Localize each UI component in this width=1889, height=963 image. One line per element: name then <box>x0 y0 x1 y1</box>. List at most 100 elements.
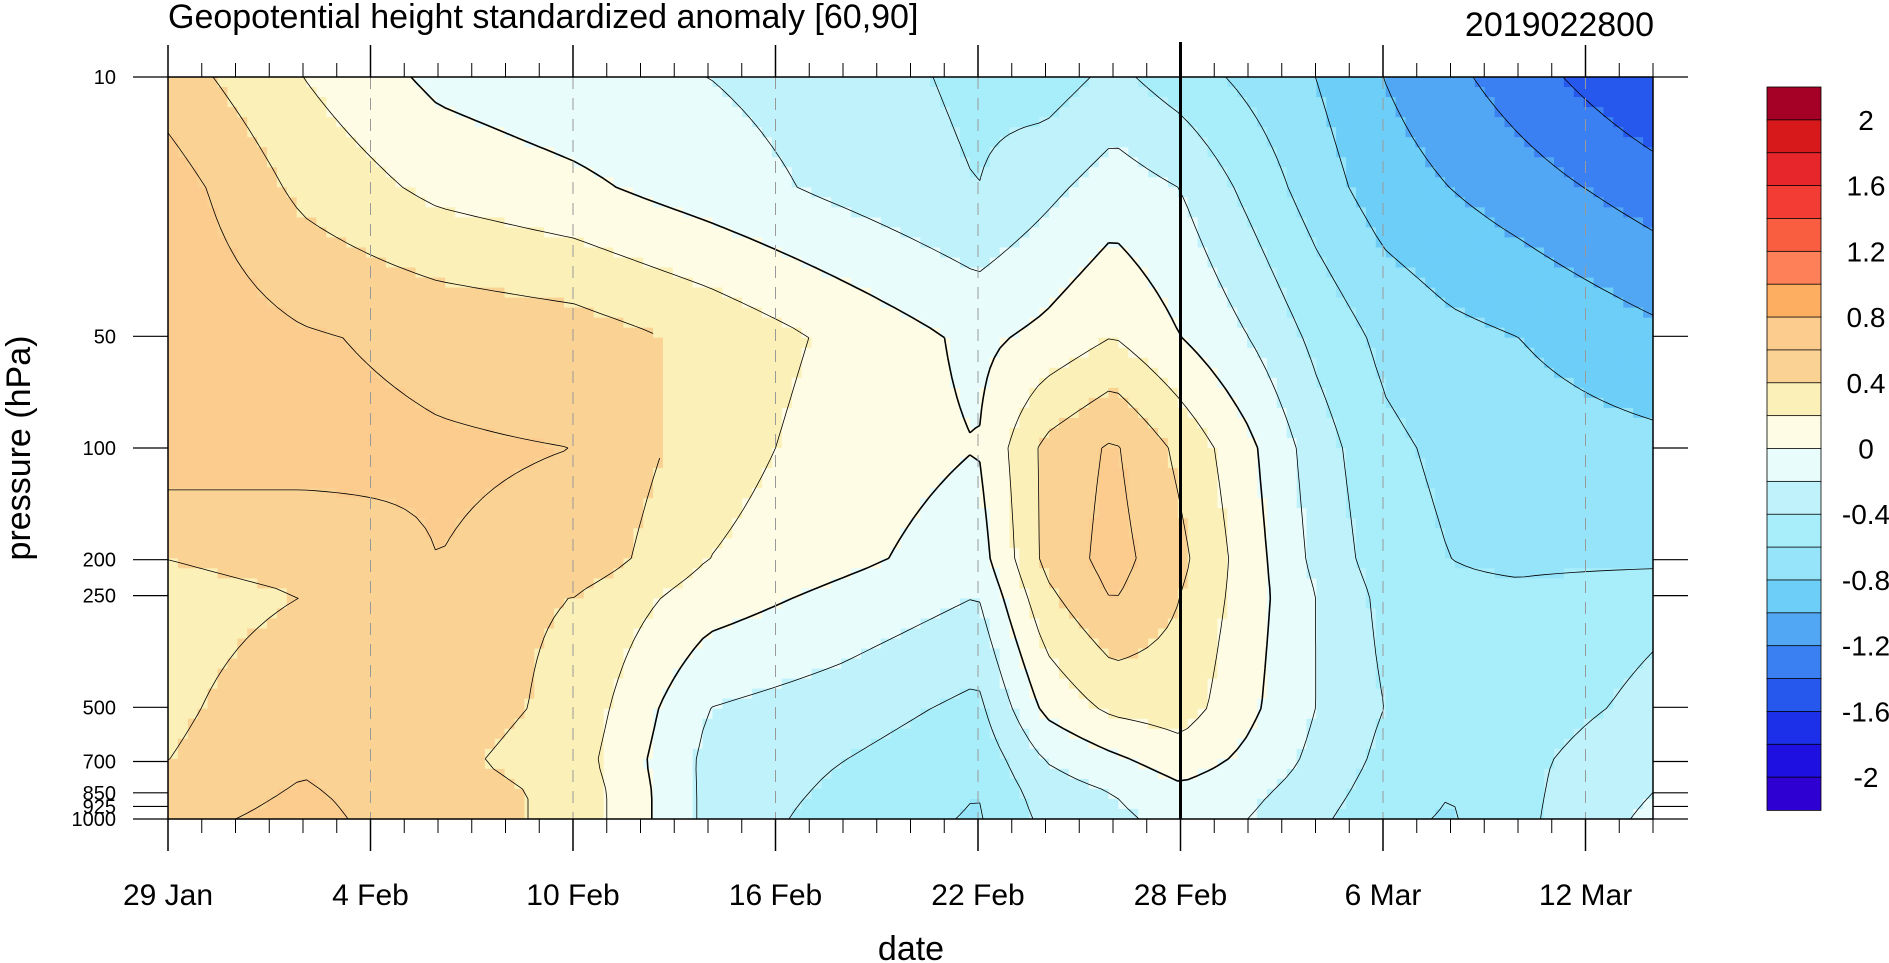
heatmap-cell <box>1088 237 1100 249</box>
heatmap-cell <box>1573 127 1585 138</box>
heatmap-cell <box>1068 87 1080 98</box>
heatmap-cell <box>643 387 654 399</box>
heatmap-cell <box>306 227 318 239</box>
heatmap-cell <box>682 347 694 359</box>
heatmap-cell <box>752 167 763 178</box>
heatmap-cell <box>1494 347 1506 359</box>
heatmap-cell <box>1573 107 1585 118</box>
heatmap-cell <box>732 177 743 188</box>
heatmap-cell <box>1554 87 1565 98</box>
heatmap-cell <box>801 97 813 108</box>
heatmap-cell <box>168 257 179 269</box>
heatmap-cell <box>712 187 723 198</box>
heatmap-cell <box>950 277 961 289</box>
heatmap-cell <box>524 407 535 419</box>
heatmap-cell <box>752 127 763 138</box>
heatmap-cell <box>1524 187 1535 198</box>
heatmap-cell <box>514 177 525 188</box>
heatmap-cell <box>1425 327 1436 339</box>
heatmap-cell <box>1098 297 1110 309</box>
heatmap-cell <box>504 167 516 178</box>
heatmap-cell <box>316 267 327 279</box>
heatmap-cell <box>1197 257 1209 269</box>
heatmap-cell <box>1385 367 1397 379</box>
heatmap-cell <box>1158 397 1169 409</box>
heatmap-cell <box>435 217 446 229</box>
heatmap-cell <box>623 107 634 118</box>
heatmap-cell <box>969 267 981 279</box>
heatmap-cell <box>880 327 892 339</box>
heatmap-cell <box>1128 87 1139 98</box>
heatmap-cell <box>841 97 852 108</box>
heatmap-cell <box>801 317 813 329</box>
heatmap-cell <box>405 237 417 249</box>
heatmap-cell <box>415 297 426 309</box>
heatmap-cell <box>1177 257 1189 269</box>
heatmap-cell <box>1405 237 1416 249</box>
heatmap-cell <box>1009 77 1020 88</box>
heatmap-cell <box>890 377 902 389</box>
heatmap-cell <box>801 307 813 319</box>
heatmap-cell <box>900 187 912 198</box>
heatmap-cell <box>296 157 308 168</box>
heatmap-cell <box>1633 257 1644 269</box>
heatmap-cell <box>1534 337 1545 349</box>
heatmap-cell <box>920 347 931 359</box>
heatmap-cell <box>999 387 1011 399</box>
heatmap-cell <box>910 197 921 208</box>
heatmap-cell <box>1534 117 1545 128</box>
heatmap-cell <box>1346 347 1357 359</box>
heatmap-cell <box>940 397 951 409</box>
heatmap-cell <box>227 187 238 198</box>
heatmap-cell <box>752 87 763 98</box>
heatmap-cell <box>1187 217 1199 229</box>
heatmap-cell <box>969 217 981 229</box>
heatmap-cell <box>1544 197 1555 208</box>
heatmap-cell <box>702 217 714 229</box>
heatmap-cell <box>1474 117 1486 128</box>
heatmap-cell <box>247 107 258 118</box>
heatmap-cell <box>979 227 991 239</box>
heatmap-cell <box>1247 347 1258 359</box>
heatmap-cell <box>1593 237 1605 249</box>
heatmap-cell <box>187 367 199 379</box>
heatmap-cell <box>870 257 882 269</box>
heatmap-cell <box>1306 87 1317 98</box>
heatmap-cell <box>1445 267 1456 279</box>
heatmap-cell <box>366 137 377 148</box>
heatmap-cell <box>583 267 595 279</box>
heatmap-cell <box>554 287 565 299</box>
heatmap-cell <box>1603 277 1614 289</box>
heatmap-cell <box>1068 227 1080 239</box>
heatmap-cell <box>1633 327 1644 339</box>
heatmap-cell <box>514 397 525 409</box>
heatmap-cell <box>712 337 723 349</box>
heatmap-cell <box>623 117 634 128</box>
heatmap-cell <box>1019 227 1030 239</box>
heatmap-cell <box>484 357 496 369</box>
heatmap-cell <box>207 117 219 128</box>
heatmap-cell <box>1563 77 1575 88</box>
heatmap-cell <box>514 127 525 138</box>
heatmap-cell <box>455 167 466 178</box>
heatmap-cell <box>762 127 773 138</box>
heatmap-cell <box>435 207 446 218</box>
heatmap-cell <box>375 127 387 138</box>
heatmap-cell <box>583 357 595 369</box>
heatmap-cell <box>504 367 516 379</box>
heatmap-cell <box>643 107 654 118</box>
heatmap-cell <box>940 257 951 269</box>
heatmap-cell <box>484 287 496 299</box>
heatmap-cell <box>1039 257 1050 269</box>
heatmap-cell <box>732 237 743 249</box>
heatmap-cell <box>346 207 357 218</box>
heatmap-cell <box>1148 267 1159 279</box>
heatmap-cell <box>1266 157 1278 168</box>
heatmap-cell <box>514 307 525 319</box>
heatmap-cell <box>1247 327 1258 339</box>
heatmap-cell <box>1375 397 1387 409</box>
heatmap-cell <box>1177 187 1189 198</box>
heatmap-cell <box>1425 237 1436 249</box>
heatmap-cell <box>1266 257 1278 269</box>
heatmap-cell <box>1534 367 1545 379</box>
